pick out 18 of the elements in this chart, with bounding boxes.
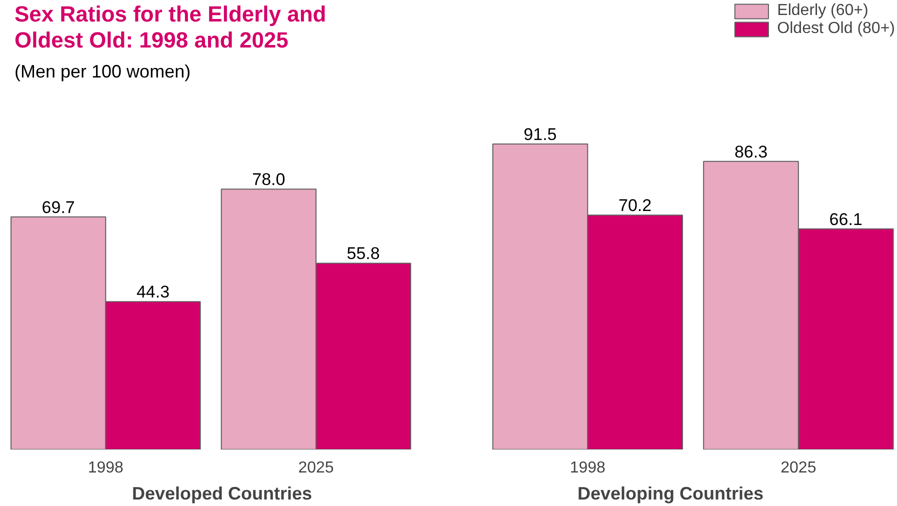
data-label: 86.3 — [734, 142, 768, 162]
x-axis-title: Developed Countries — [132, 484, 312, 504]
data-label: 69.7 — [42, 198, 75, 217]
data-label: 78.0 — [252, 170, 286, 190]
data-label: 91.5 — [524, 125, 557, 144]
x-axis-title: Developing Countries — [577, 484, 764, 504]
data-label: 55.8 — [346, 244, 380, 264]
x-tick-label: 2025 — [298, 460, 334, 476]
data-label: 66.1 — [829, 210, 862, 229]
data-label: 70.2 — [618, 196, 652, 216]
legend-label: Elderly (60+) — [777, 2, 868, 20]
chart-title: Sex Ratios for the Elderly and Oldest Old: 1998 and 2025 — [14, 2, 326, 52]
x-tick-label: 2025 — [780, 460, 816, 476]
data-label: 44.3 — [136, 282, 170, 302]
x-tick-label: 1998 — [88, 460, 124, 476]
legend-label: Oldest Old (80+) — [777, 20, 895, 38]
chart-subtitle: (Men per 100 women) — [14, 62, 191, 82]
x-tick-label: 1998 — [570, 460, 606, 476]
